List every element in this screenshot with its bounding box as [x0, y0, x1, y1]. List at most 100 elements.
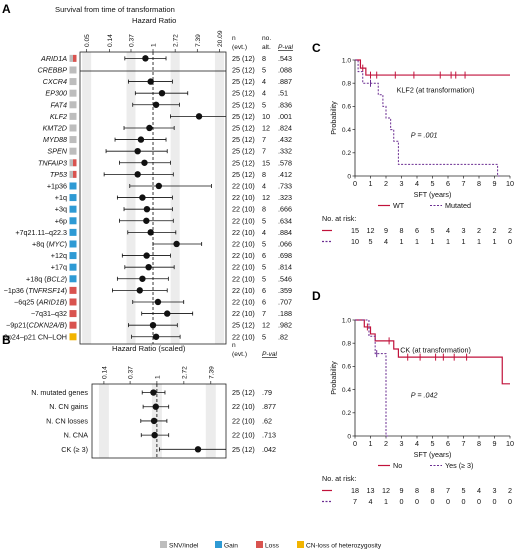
undefined-risk-value: 1 — [400, 237, 404, 246]
legend-swatch — [256, 541, 263, 548]
undefined-x-tick-label: 0 — [353, 179, 357, 188]
forest-a-n: 25 (12) — [232, 89, 255, 98]
legend-swatch — [215, 541, 222, 548]
forest-a-type-marker — [69, 217, 77, 225]
forest-a-row-label: CREBBP — [37, 65, 67, 74]
km-d-legend-label: Yes (≥ 3) — [445, 461, 473, 470]
forest-a-p: .634 — [278, 216, 292, 225]
forest-a-point — [139, 194, 146, 201]
forest-a-point — [147, 229, 154, 236]
forest-plot-b: 0.14 0.37 1 2.72 7.39 N. mutated genes 25 (12)… — [31, 366, 276, 459]
forest-a-row-label: ARID1A — [40, 54, 67, 63]
forest-a-p: .51 — [278, 89, 288, 98]
forest-a-row-label: +1q — [55, 193, 67, 202]
undefined-x-tick-label: 1 — [369, 179, 373, 188]
panel-label-b: B — [2, 333, 11, 347]
forest-a-band — [126, 52, 136, 344]
forest-a-row-label: +3q — [55, 205, 67, 214]
forest-a-alt: 5 — [262, 332, 266, 341]
forest-plot-a: 0.05 0.14 0.37 1 2.72 7.39 20.09 ARID1A 25 (12) 8… — [4, 30, 292, 345]
forest-a-title: Survival from time of transformation — [55, 5, 175, 14]
forest-a-point — [136, 287, 143, 294]
forest-a-tick-label: 2.72 — [173, 34, 180, 47]
forest-a-point — [152, 101, 160, 108]
km-d-risk-value: 0 — [415, 497, 419, 506]
forest-a-n: 22 (10) — [232, 239, 255, 248]
forest-a-tick-label: 20.09 — [217, 30, 224, 47]
forest-a-p: .887 — [278, 77, 292, 86]
km-d-x-tick-label: 1 — [369, 439, 373, 448]
forest-a-type-marker — [73, 159, 77, 167]
forest-a-type-marker — [69, 170, 73, 178]
undefined-risk-label: No. at risk: — [322, 214, 356, 223]
forest-a-type-marker — [69, 54, 73, 62]
undefined-x-tick-label: 5 — [431, 179, 435, 188]
undefined-risk-value: 1 — [493, 237, 497, 246]
legend-label: Loss — [265, 543, 280, 550]
forest-a-n: 25 (12) — [232, 77, 255, 86]
forest-b-col-p: P-val — [262, 351, 278, 358]
undefined-risk-value: 2 — [508, 226, 512, 235]
forest-a-point — [195, 113, 203, 120]
undefined-x-tick-label: 7 — [462, 179, 466, 188]
forest-b-p: .79 — [262, 388, 272, 397]
undefined-risk-value: 8 — [400, 226, 404, 235]
undefined-risk-value: 1 — [415, 237, 419, 246]
forest-a-type-marker — [69, 240, 77, 248]
forest-a-p: .412 — [278, 170, 292, 179]
forest-a-point — [139, 275, 146, 282]
forest-b-frame — [91, 383, 227, 459]
legend-swatch — [160, 541, 167, 548]
forest-a-type-marker — [69, 136, 77, 144]
forest-a-alt: 6 — [262, 251, 266, 260]
forest-a-alt: 12 — [262, 123, 270, 132]
forest-a-row-label: FAT4 — [50, 100, 67, 109]
forest-a-point — [143, 252, 150, 259]
km-d-y-tick-label: 0 — [347, 433, 351, 440]
forest-a-p: .824 — [278, 123, 292, 132]
undefined-risk-value: 1 — [446, 237, 450, 246]
km-d-risk-value: 4 — [369, 497, 373, 506]
forest-a-p: .836 — [278, 100, 292, 109]
undefined-risk-value: 10 — [351, 237, 359, 246]
forest-a-p: .814 — [278, 263, 292, 272]
forest-a-n: 25 (12) — [232, 321, 255, 330]
forest-b-n: 25 (12) — [232, 445, 255, 454]
km-d-y-tick-label: 0.8 — [342, 341, 351, 348]
forest-a-alt: 7 — [262, 147, 266, 156]
km-d-risk-value: 8 — [415, 486, 419, 495]
undefined-risk-value: 0 — [508, 237, 512, 246]
forest-b-tick-label: 7.39 — [208, 366, 215, 379]
forest-a-alt: 6 — [262, 297, 266, 306]
undefined-series-line — [355, 59, 500, 177]
forest-a-band — [214, 52, 224, 344]
forest-a-point — [152, 333, 160, 340]
undefined-title: KLF2 (at transformation) — [397, 85, 475, 94]
forest-a-point — [158, 89, 166, 97]
forest-b-n: 22 (10) — [232, 402, 255, 411]
forest-a-row-label: TP53 — [50, 170, 67, 179]
forest-a-row-label: +6p — [55, 216, 67, 225]
forest-a-p: .666 — [278, 205, 292, 214]
forest-a-type-marker — [69, 298, 77, 306]
legend-label: SNV/indel — [169, 543, 199, 550]
km-d-y-tick-label: 0.2 — [342, 410, 351, 417]
undefined-x-tick-label: 9 — [493, 179, 497, 188]
forest-a-n: 22 (10) — [232, 263, 255, 272]
forest-a-alt: 5 — [262, 239, 266, 248]
km-d-risk-value: 13 — [367, 486, 375, 495]
km-d-x-tick-label: 2 — [384, 439, 388, 448]
forest-b-p: .042 — [262, 445, 276, 454]
panel-label-a: A — [2, 2, 11, 16]
km-d-x-tick-label: 0 — [353, 439, 357, 448]
forest-a-point — [146, 124, 153, 132]
forest-a-point — [173, 240, 180, 248]
forest-a-point — [143, 217, 150, 224]
km-d-x-tick-label: 7 — [462, 439, 466, 448]
forest-a-band — [82, 52, 92, 344]
forest-b-row-label: N. CNA — [64, 431, 89, 440]
forest-a-alt: 5 — [262, 274, 266, 283]
undefined-x-tick-label: 2 — [384, 179, 388, 188]
forest-a-row-label: MYD88 — [43, 135, 67, 144]
km-d-risk-value: 18 — [351, 486, 359, 495]
